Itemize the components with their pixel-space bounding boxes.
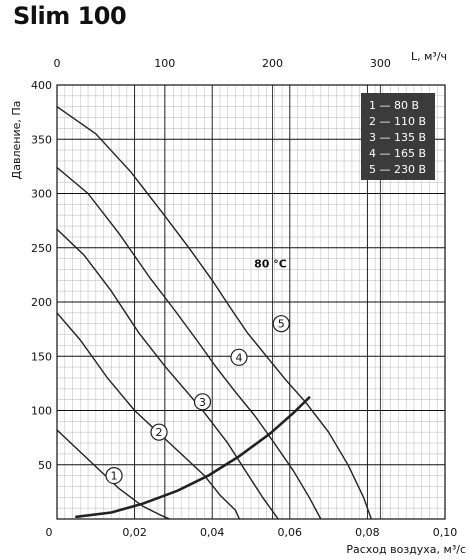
x-tick-label: 0 [46,526,53,539]
curve-marker-2 [150,423,168,441]
x-tick-label: 0,06 [278,526,303,539]
tick-labels: 0 0,02 0,04 0,06 0,08 0,105010015020025030035… [31,57,457,539]
series-lines [56,105,372,520]
y-tick-label: 100 [31,405,52,418]
temperature-annotation: 80 °С [254,257,287,270]
y-tick-label: 150 [31,350,52,363]
series-line-1 [56,429,171,520]
series-line-5 [56,105,372,520]
top-tick-label: 0 [54,57,61,70]
y-tick-label: 250 [31,242,52,255]
plot-frame [56,84,446,520]
series-line-4 [56,166,322,520]
legend-entry: 1 — 80 В [369,99,419,112]
legend-box [361,93,435,180]
y-tick-label: 50 [38,459,52,472]
x-tick-label: 0,10 [433,526,458,539]
y-tick-label: 350 [31,133,52,146]
series-line-2 [56,312,241,520]
legend-entry: 5 — 230 В [369,163,426,176]
legend-entry: 4 — 165 В [369,147,426,160]
curve-marker-label: 4 [235,351,242,364]
curve-marker-label: 1 [111,470,118,483]
y-tick-label: 400 [31,79,52,92]
system-curve [75,396,311,519]
top-tick-label: 100 [154,57,175,70]
x-tick-label: 0,08 [355,526,380,539]
x-tick-label: 0,04 [200,526,225,539]
curve-marker-label: 5 [278,318,285,331]
curve-marker-4 [230,348,248,366]
x-tick-label: 0,02 [122,526,147,539]
legend-entry: 3 — 135 В [369,131,426,144]
curve-marker-label: 3 [199,396,206,409]
curve-marker-3 [193,393,212,411]
top-axis-label: L, м³/ч [411,50,447,63]
curve-marker-1 [105,467,123,485]
top-tick-label: 300 [370,57,391,70]
legend-entry: 2 — 110 В [369,115,426,128]
chart-title: Slim 100 [13,2,127,30]
top-tick-label: 200 [262,57,283,70]
curve-marker-label: 2 [156,426,163,439]
curve-marker-5 [272,315,290,333]
y-tick-label: 200 [31,296,52,309]
legend: 1 — 80 В 2 — 110 В 3 — 135 В 4 — 165 В 5 — 2… [361,93,435,180]
series-line-3 [56,228,279,520]
curve-labels: 1 2 3 4 5 [105,315,290,485]
y-tick-label: 300 [31,188,52,201]
y-axis-label: Давление, Па [10,101,23,180]
x-axis-label: Расход воздуха, м³/с [346,543,466,556]
